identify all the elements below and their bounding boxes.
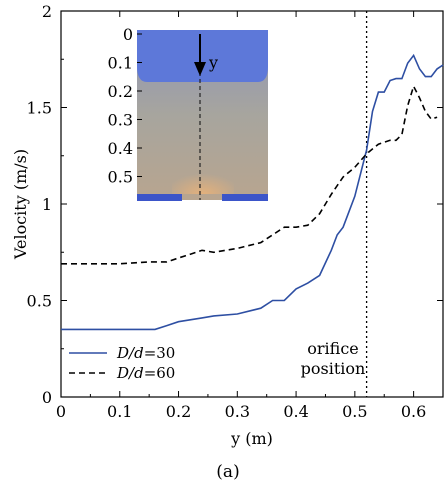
inset-silo-image: y	[137, 30, 268, 202]
legend-label-d-d-30: D/d=30	[116, 344, 175, 362]
x-axis-title: y (m)	[230, 429, 273, 448]
legend: D/d=30 D/d=60	[69, 344, 175, 382]
x-tick-label-1: 0.1	[107, 402, 132, 421]
x-tick-label-2: 0.2	[166, 402, 191, 421]
inset-tick-label-1: 0.1	[108, 54, 133, 73]
inset-tick-label-3: 0.3	[108, 111, 133, 130]
series-line-d-d-30	[61, 53, 444, 331]
y-tick-label-1: 0.5	[27, 292, 52, 311]
y-axis-title: Velocity (m/s)	[11, 149, 30, 260]
inset-bottom-plate-right	[222, 194, 268, 201]
x-axis-ticks: 0 0.1 0.2 0.3 0.4 0.5 0.6	[56, 11, 444, 421]
inset-tick-label-5: 0.5	[108, 168, 133, 187]
y-tick-label-3: 1.5	[27, 99, 52, 118]
y-tick-label-0: 0	[42, 388, 52, 407]
y-tick-label-2: 1	[42, 195, 52, 214]
x-tick-label-3: 0.3	[225, 402, 250, 421]
x-tick-label-0: 0	[56, 402, 66, 421]
inset-arrow-label: y	[208, 53, 218, 72]
inset-y-ticks: 0 0.1 0.2 0.3 0.4 0.5	[108, 25, 142, 187]
x-tick-label-4: 0.4	[283, 402, 308, 421]
legend-label-d-d-60: D/d=60	[116, 364, 175, 382]
inset-bottom-plate-left	[137, 194, 182, 201]
series-line-d-d-60	[61, 84, 438, 265]
inset-arrow-head-icon	[194, 62, 206, 76]
y-tick-label-4: 2	[42, 2, 52, 21]
x-tick-label-5: 0.5	[342, 402, 367, 421]
orifice-annotation-line2: position	[301, 359, 366, 378]
inset-tick-label-2: 0.2	[108, 82, 133, 101]
inset-tick-label-4: 0.4	[108, 139, 133, 158]
inset-tick-label-0: 0	[123, 25, 133, 44]
y-axis-ticks: 0 0.5 1 1.5 2	[27, 2, 443, 407]
x-tick-label-6: 0.6	[401, 402, 426, 421]
figure-caption: (a)	[216, 462, 239, 482]
inset-top-region	[137, 30, 268, 82]
orifice-annotation-line1: orifice	[307, 339, 359, 358]
